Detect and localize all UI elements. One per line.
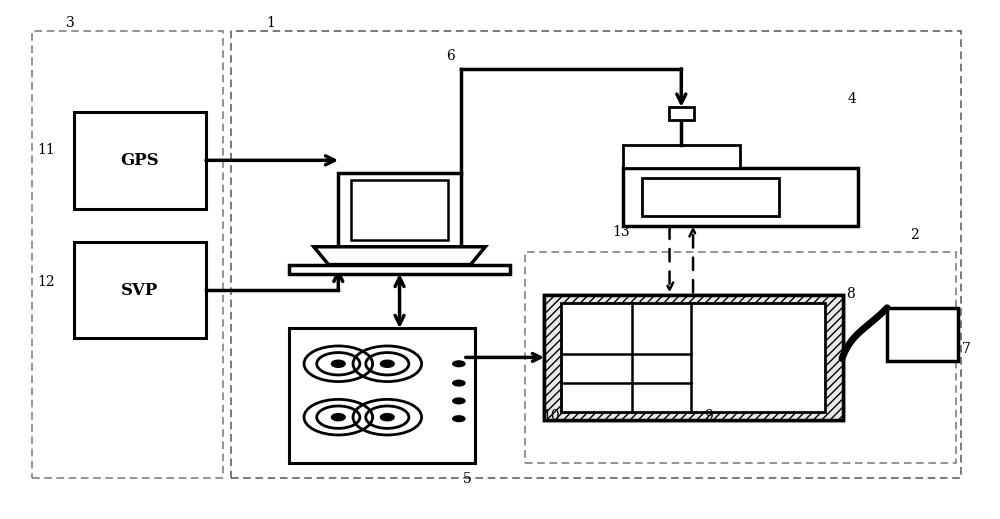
Text: GPS: GPS	[121, 152, 159, 169]
Text: 6: 6	[446, 49, 455, 63]
Circle shape	[380, 414, 394, 421]
Bar	[351, 180, 448, 240]
Polygon shape	[314, 247, 485, 265]
Text: 9: 9	[704, 409, 713, 423]
Text: 1: 1	[267, 16, 276, 30]
Text: SVP: SVP	[121, 281, 158, 298]
Bar	[669, 107, 694, 120]
Circle shape	[331, 414, 345, 421]
Bar	[544, 295, 843, 420]
Text: 3: 3	[66, 16, 75, 30]
Circle shape	[452, 398, 466, 404]
Circle shape	[452, 360, 466, 367]
Bar	[561, 303, 825, 412]
Bar	[622, 145, 740, 168]
Circle shape	[380, 360, 394, 367]
Bar	[289, 328, 476, 463]
Text: 5: 5	[463, 472, 472, 486]
Text: 4: 4	[848, 92, 857, 106]
Text: 10: 10	[542, 409, 560, 423]
Text: 11: 11	[37, 143, 55, 157]
Text: 8: 8	[846, 287, 855, 301]
Text: 2: 2	[910, 228, 918, 242]
Polygon shape	[289, 265, 510, 274]
Text: 7: 7	[962, 342, 970, 356]
Text: 13: 13	[613, 225, 630, 239]
Circle shape	[452, 415, 466, 422]
Bar	[544, 295, 843, 420]
Bar	[642, 178, 779, 216]
Circle shape	[452, 379, 466, 387]
Bar	[524, 252, 956, 463]
Bar	[887, 308, 958, 361]
Bar	[74, 242, 206, 338]
Bar	[230, 31, 961, 478]
Bar	[74, 112, 206, 209]
Circle shape	[331, 360, 345, 367]
Bar	[622, 168, 858, 226]
Text: 12: 12	[37, 276, 55, 290]
Bar	[32, 31, 223, 478]
Bar	[338, 173, 461, 247]
